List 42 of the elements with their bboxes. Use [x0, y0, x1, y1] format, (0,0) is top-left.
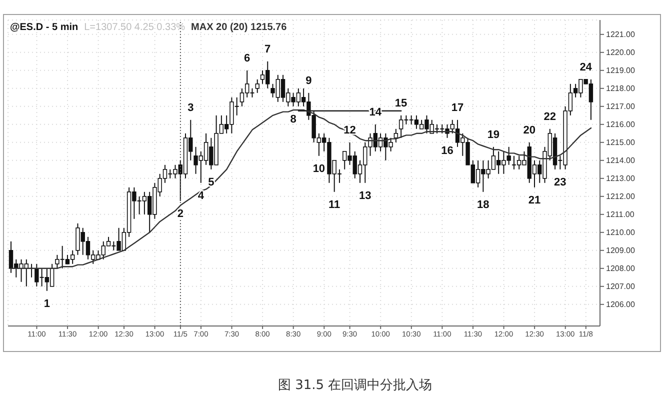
text: 22 — [544, 110, 556, 123]
text: 16 — [441, 144, 454, 157]
text: 23 — [554, 176, 566, 188]
y-tick-label: 1214.00 — [606, 156, 636, 166]
y-tick-label: 1217.00 — [606, 102, 636, 112]
y-tick-label: 1206.00 — [606, 300, 636, 310]
text: 1 — [44, 298, 50, 310]
y-tick-label: 1211.00 — [606, 210, 635, 220]
text: 19 — [487, 128, 500, 141]
text: 11 — [328, 198, 340, 211]
text: 3 — [188, 102, 194, 114]
text: 15 — [394, 97, 408, 110]
y-tick-label: 1212.00 — [606, 192, 636, 202]
text: 8 — [290, 113, 296, 126]
text: 17 — [451, 102, 464, 114]
y-tick-label: 1215.00 — [606, 138, 636, 148]
text: 18 — [477, 198, 490, 211]
chart-subtitle: L=1307.50 4.25 0.33% — [84, 22, 186, 33]
y-tick-label: 1207.00 — [606, 282, 636, 292]
chart-title: @ES.D - 5 min — [10, 22, 78, 33]
y-tick-label: 1220.00 — [606, 48, 636, 58]
text: 6 — [244, 52, 250, 64]
text: 20 — [523, 124, 536, 136]
text: 4 — [198, 190, 204, 202]
text: 24 — [580, 61, 592, 74]
text: 5 — [208, 176, 214, 188]
text: 7 — [264, 43, 271, 56]
y-tick-label: 1219.00 — [606, 66, 636, 76]
y-tick-label: 1218.00 — [606, 84, 636, 94]
y-tick-label: 1209.00 — [606, 246, 636, 256]
caption: 图 31.5 在回调中分批入场 — [278, 378, 432, 393]
text: 10 — [312, 162, 326, 175]
text: 2 — [177, 208, 184, 220]
y-tick-label: 1208.00 — [606, 264, 636, 274]
text: 13 — [359, 190, 372, 202]
y-tick-label: 1216.00 — [606, 120, 636, 130]
text: MAX 20 (20) 1215.76 — [191, 22, 287, 33]
y-tick-label: 1221.00 — [606, 30, 636, 40]
text: 9 — [306, 74, 312, 87]
y-tick-label: 1213.00 — [606, 174, 636, 184]
y-tick-label: 1210.00 — [606, 228, 636, 238]
text: 21 — [528, 194, 541, 206]
